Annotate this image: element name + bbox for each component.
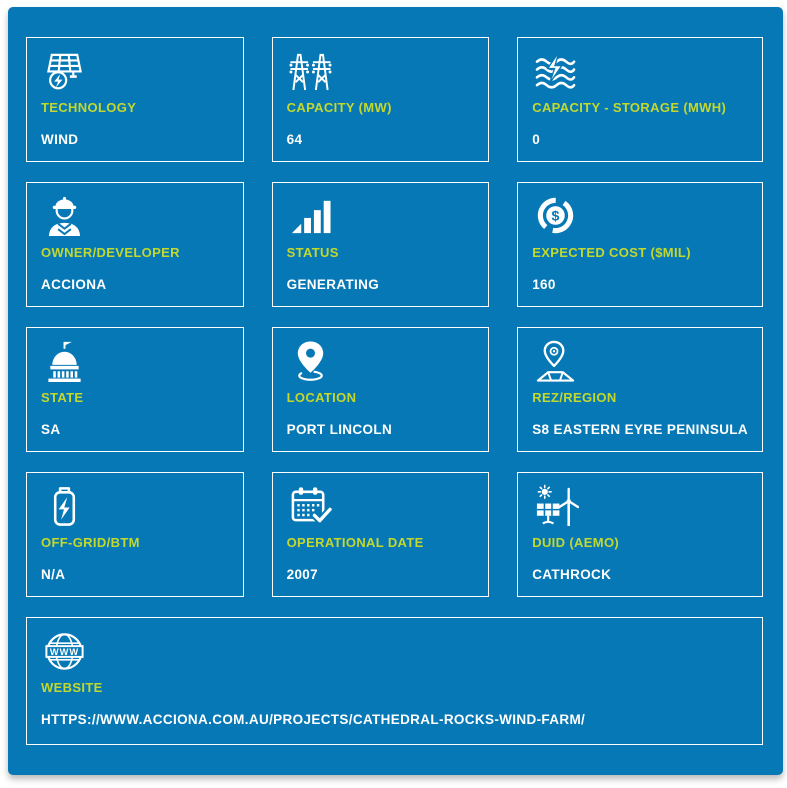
website-link[interactable]: HTTPS://WWW.ACCIONA.COM.AU/PROJECTS/CATH…	[41, 712, 586, 727]
tile-label: WEBSITE	[41, 680, 103, 695]
solar-wind-icon	[532, 484, 748, 532]
battery-bolt-icon	[41, 484, 229, 532]
tile-website: WWW WEBSITE HTTPS://WWW.ACCIONA.COM.AU/P…	[26, 617, 763, 745]
tile-label: CAPACITY - STORAGE (MWH)	[532, 100, 727, 115]
calendar-check-icon	[287, 484, 475, 532]
tile-capacity-mw: CAPACITY (MW) 64	[271, 37, 490, 162]
map-pin-icon	[532, 339, 748, 387]
tile-label: CAPACITY (MW)	[286, 100, 392, 115]
tile-value: GENERATING	[286, 277, 380, 292]
tile-label: EXPECTED COST ($MIL)	[532, 245, 691, 260]
solar-panel-bolt-icon	[41, 49, 229, 97]
tile-label: STATUS	[286, 245, 339, 260]
tile-duid-aemo: DUID (AEMO) CATHROCK	[517, 472, 763, 597]
tile-label: STATE	[41, 390, 84, 405]
tile-value: CATHROCK	[532, 567, 612, 582]
www-globe-icon: WWW	[41, 629, 748, 677]
capitol-building-icon	[41, 339, 229, 387]
tile-value: 64	[286, 132, 303, 147]
tile-grid: TECHNOLOGY WIND	[26, 37, 763, 745]
svg-text:$: $	[552, 209, 560, 225]
info-card: TECHNOLOGY WIND	[8, 7, 783, 775]
tile-value: SA	[41, 422, 61, 437]
tile-expected-cost: $ EXPECTED COST ($MIL) 160	[517, 182, 763, 307]
tile-value: PORT LINCOLN	[286, 422, 393, 437]
location-pin-icon	[287, 339, 475, 387]
tile-off-grid-btm: OFF-GRID/BTM N/A	[26, 472, 244, 597]
waves-bolt-icon	[532, 49, 748, 97]
tile-state: STATE SA	[26, 327, 244, 452]
tile-status: STATUS GENERATING	[271, 182, 490, 307]
tile-value: S8 EASTERN EYRE PENINSULA	[532, 422, 748, 437]
tile-operational-date: OPERATIONAL DATE 2007	[271, 472, 490, 597]
tile-value: N/A	[41, 567, 66, 582]
tile-technology: TECHNOLOGY WIND	[26, 37, 244, 162]
tile-location: LOCATION PORT LINCOLN	[271, 327, 490, 452]
svg-text:WWW: WWW	[50, 647, 79, 657]
tile-label: DUID (AEMO)	[532, 535, 620, 550]
construction-worker-icon	[41, 194, 229, 242]
dollar-coin-icon: $	[532, 194, 748, 242]
tile-value: 0	[532, 132, 541, 147]
tile-value: 160	[532, 277, 556, 292]
tile-label: TECHNOLOGY	[41, 100, 137, 115]
tile-rez-region: REZ/REGION S8 EASTERN EYRE PENINSULA	[517, 327, 763, 452]
tile-label: OPERATIONAL DATE	[286, 535, 424, 550]
tile-value: ACCIONA	[41, 277, 107, 292]
tile-label: LOCATION	[286, 390, 357, 405]
tile-label: REZ/REGION	[532, 390, 617, 405]
tile-owner-developer: OWNER/DEVELOPER ACCIONA	[26, 182, 244, 307]
tile-label: OFF-GRID/BTM	[41, 535, 140, 550]
tile-capacity-storage: CAPACITY - STORAGE (MWH) 0	[517, 37, 763, 162]
tile-label: OWNER/DEVELOPER	[41, 245, 180, 260]
bar-chart-icon	[287, 194, 475, 242]
transmission-towers-icon	[287, 49, 475, 97]
tile-value: 2007	[286, 567, 319, 582]
tile-value: WIND	[41, 132, 79, 147]
